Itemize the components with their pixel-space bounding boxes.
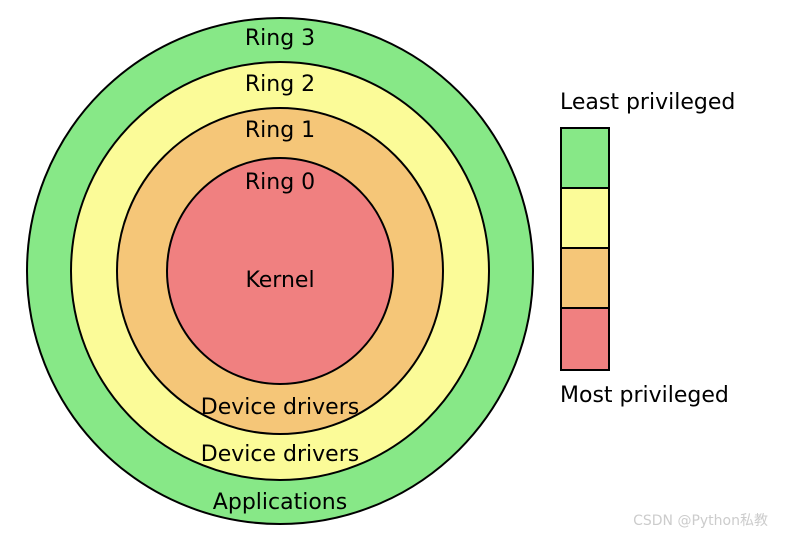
- legend-bar: [560, 127, 610, 371]
- ring-3-bottom-label: Applications: [213, 490, 347, 515]
- watermark: CSDN @Python私教: [633, 510, 768, 530]
- ring-2-top-label: Ring 2: [245, 72, 315, 97]
- privilege-legend: Least privileged Most privileged: [560, 90, 735, 408]
- ring-1-top-label: Ring 1: [245, 118, 315, 143]
- privilege-rings-diagram: Ring 3 Applications Ring 2 Device driver…: [0, 0, 540, 542]
- legend-segment-2: [562, 249, 608, 309]
- ring-1-bottom-label: Device drivers: [201, 395, 359, 420]
- ring-0-top-label: Ring 0: [245, 170, 315, 195]
- ring-2-bottom-label: Device drivers: [201, 442, 359, 467]
- legend-top-label: Least privileged: [560, 90, 735, 115]
- legend-bottom-label: Most privileged: [560, 383, 735, 408]
- legend-segment-1: [562, 189, 608, 249]
- legend-segment-0: [562, 129, 608, 189]
- ring-0-bottom-label: Kernel: [245, 268, 314, 293]
- ring-3-top-label: Ring 3: [245, 26, 315, 51]
- legend-segment-3: [562, 309, 608, 369]
